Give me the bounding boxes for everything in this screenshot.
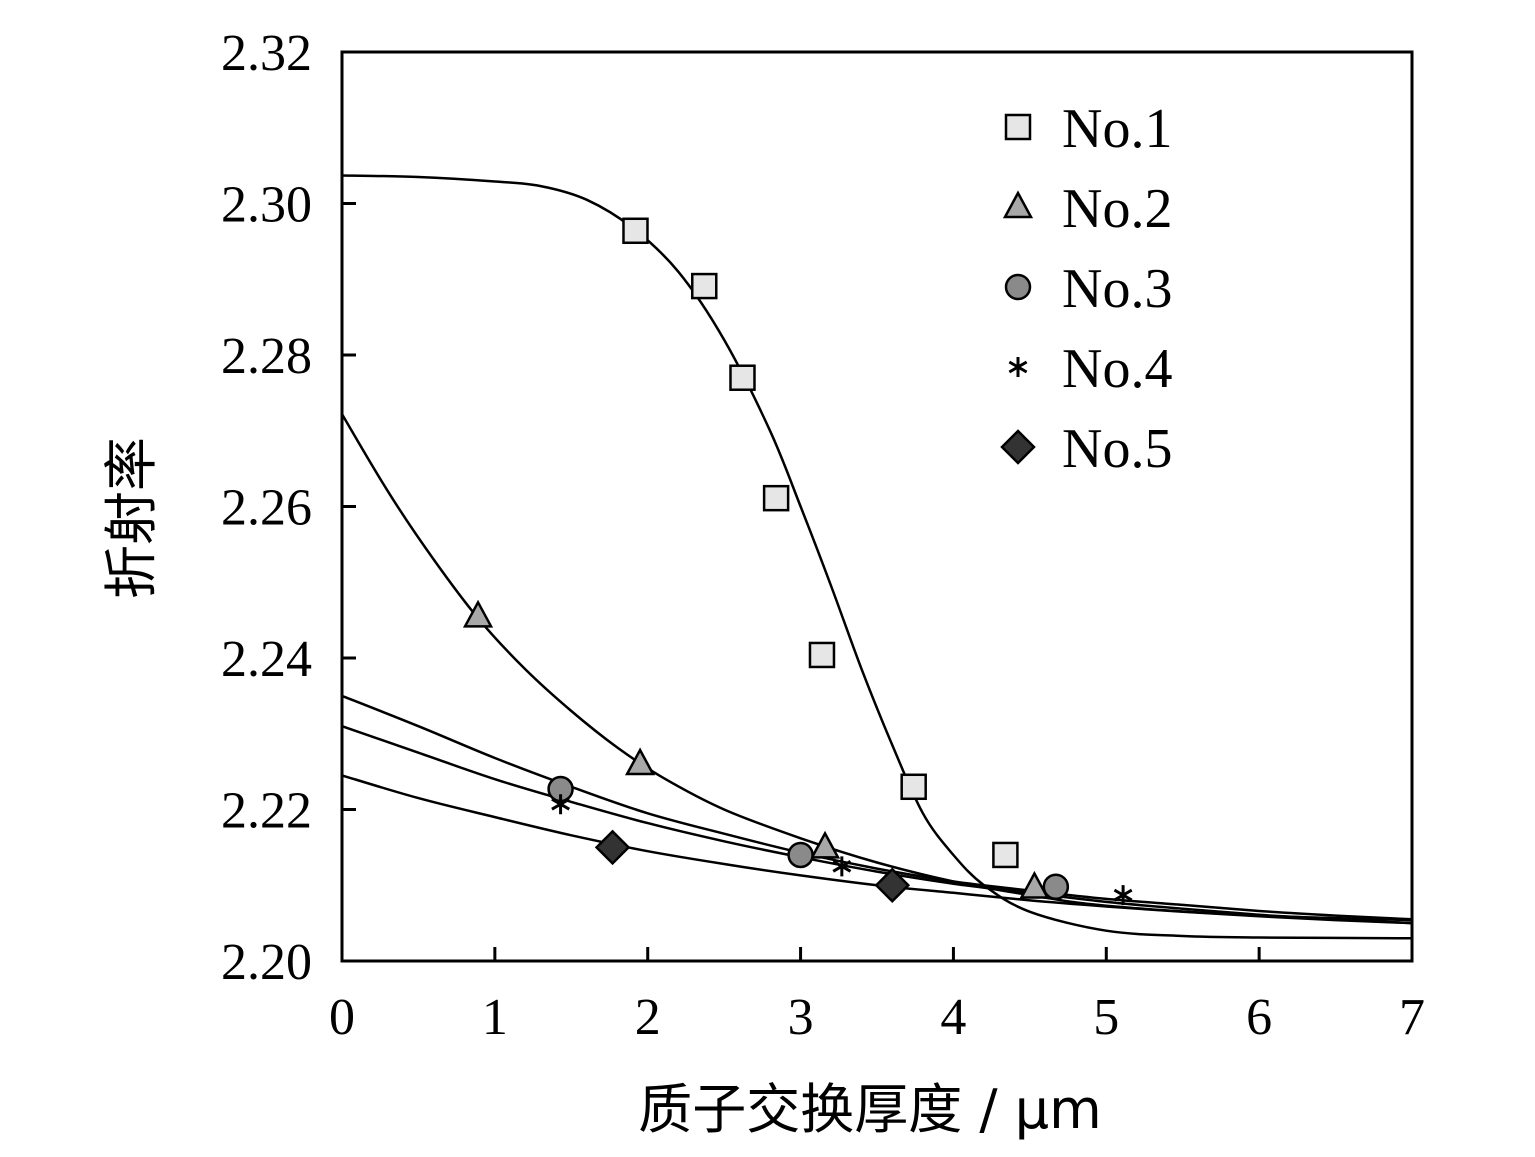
axis-ticks bbox=[342, 202, 1261, 961]
data-point-5 bbox=[874, 867, 911, 904]
data-point-5 bbox=[594, 829, 631, 866]
data-point-1 bbox=[691, 272, 718, 300]
data-point-1 bbox=[762, 484, 790, 512]
legend-label-4: No.4 bbox=[1062, 338, 1172, 400]
x-tick-label: 7 bbox=[1399, 989, 1425, 1046]
data-point-2 bbox=[624, 747, 656, 776]
y-tick-label: 2.20 bbox=[221, 934, 312, 991]
data-point-4 bbox=[832, 856, 852, 877]
x-tick-label: 0 bbox=[329, 989, 355, 1046]
y-tick-label: 2.28 bbox=[221, 328, 312, 385]
x-tick-label: 3 bbox=[788, 989, 814, 1046]
fit-curve-5 bbox=[341, 774, 1413, 925]
fit-curve-1 bbox=[341, 174, 1413, 940]
legend-marker-4 bbox=[1008, 357, 1028, 377]
data-point-2 bbox=[809, 830, 841, 859]
x-tick-label: 6 bbox=[1246, 989, 1272, 1046]
data-point-1 bbox=[729, 364, 756, 391]
fit-curve-4 bbox=[341, 725, 1413, 925]
y-tick-label: 2.24 bbox=[221, 631, 312, 688]
data-points bbox=[462, 217, 1133, 906]
data-point-2 bbox=[1019, 870, 1050, 899]
y-tick-labels: 2.20 2.22 2.24 2.26 2.28 2.30 2.32 bbox=[221, 25, 312, 991]
plot-frame bbox=[340, 50, 1414, 963]
legend-label-2: No.2 bbox=[1062, 178, 1172, 240]
y-tick-label: 2.26 bbox=[221, 480, 312, 537]
x-tick-label: 4 bbox=[940, 989, 966, 1046]
fit-curves bbox=[340, 174, 1413, 940]
data-point-3 bbox=[787, 841, 814, 869]
legend-marker-5 bbox=[1000, 429, 1036, 465]
fit-curve-2 bbox=[340, 413, 1413, 922]
data-point-1 bbox=[900, 773, 927, 801]
fit-curve-3 bbox=[341, 694, 1413, 921]
legend-label-5: No.5 bbox=[1062, 418, 1172, 480]
data-point-1 bbox=[808, 641, 836, 669]
y-tick-label: 2.32 bbox=[221, 25, 312, 82]
data-point-4 bbox=[551, 794, 570, 815]
x-tick-label: 5 bbox=[1093, 989, 1119, 1046]
legend-marker-1 bbox=[1004, 113, 1032, 141]
x-tick-label: 2 bbox=[635, 989, 661, 1046]
x-tick-labels: 0 1 2 3 4 5 6 7 bbox=[329, 989, 1425, 1046]
data-point-1 bbox=[622, 217, 649, 245]
legend-label-3: No.3 bbox=[1062, 258, 1172, 320]
legend-marker-3 bbox=[1004, 273, 1032, 301]
y-axis-title: 折射率 bbox=[100, 437, 163, 599]
data-point-4 bbox=[1113, 885, 1133, 906]
data-point-2 bbox=[462, 599, 494, 628]
y-tick-label: 2.22 bbox=[221, 783, 312, 840]
data-point-1 bbox=[992, 841, 1019, 869]
y-tick-label: 2.30 bbox=[221, 177, 312, 234]
data-point-3 bbox=[1042, 873, 1070, 901]
x-tick-label: 1 bbox=[482, 989, 508, 1046]
x-axis-title: 质子交换厚度 / μm bbox=[638, 1078, 1101, 1141]
legend-label-1: No.1 bbox=[1062, 98, 1172, 160]
legend-marker-2 bbox=[1002, 190, 1034, 219]
legend: No.1 No.2 No.3 No.4 No.5 bbox=[1000, 98, 1172, 480]
